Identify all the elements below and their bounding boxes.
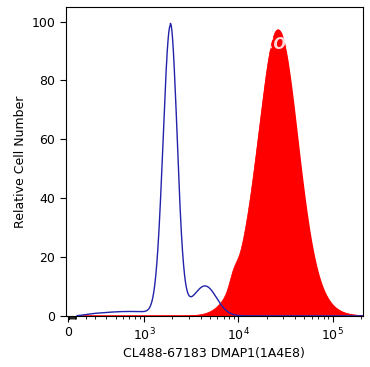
X-axis label: CL488-67183 DMAP1(1A4E8): CL488-67183 DMAP1(1A4E8) xyxy=(124,347,305,360)
Y-axis label: Relative Cell Number: Relative Cell Number xyxy=(14,95,27,228)
Text: WWW.PTGLAB.COM: WWW.PTGLAB.COM xyxy=(140,36,300,51)
